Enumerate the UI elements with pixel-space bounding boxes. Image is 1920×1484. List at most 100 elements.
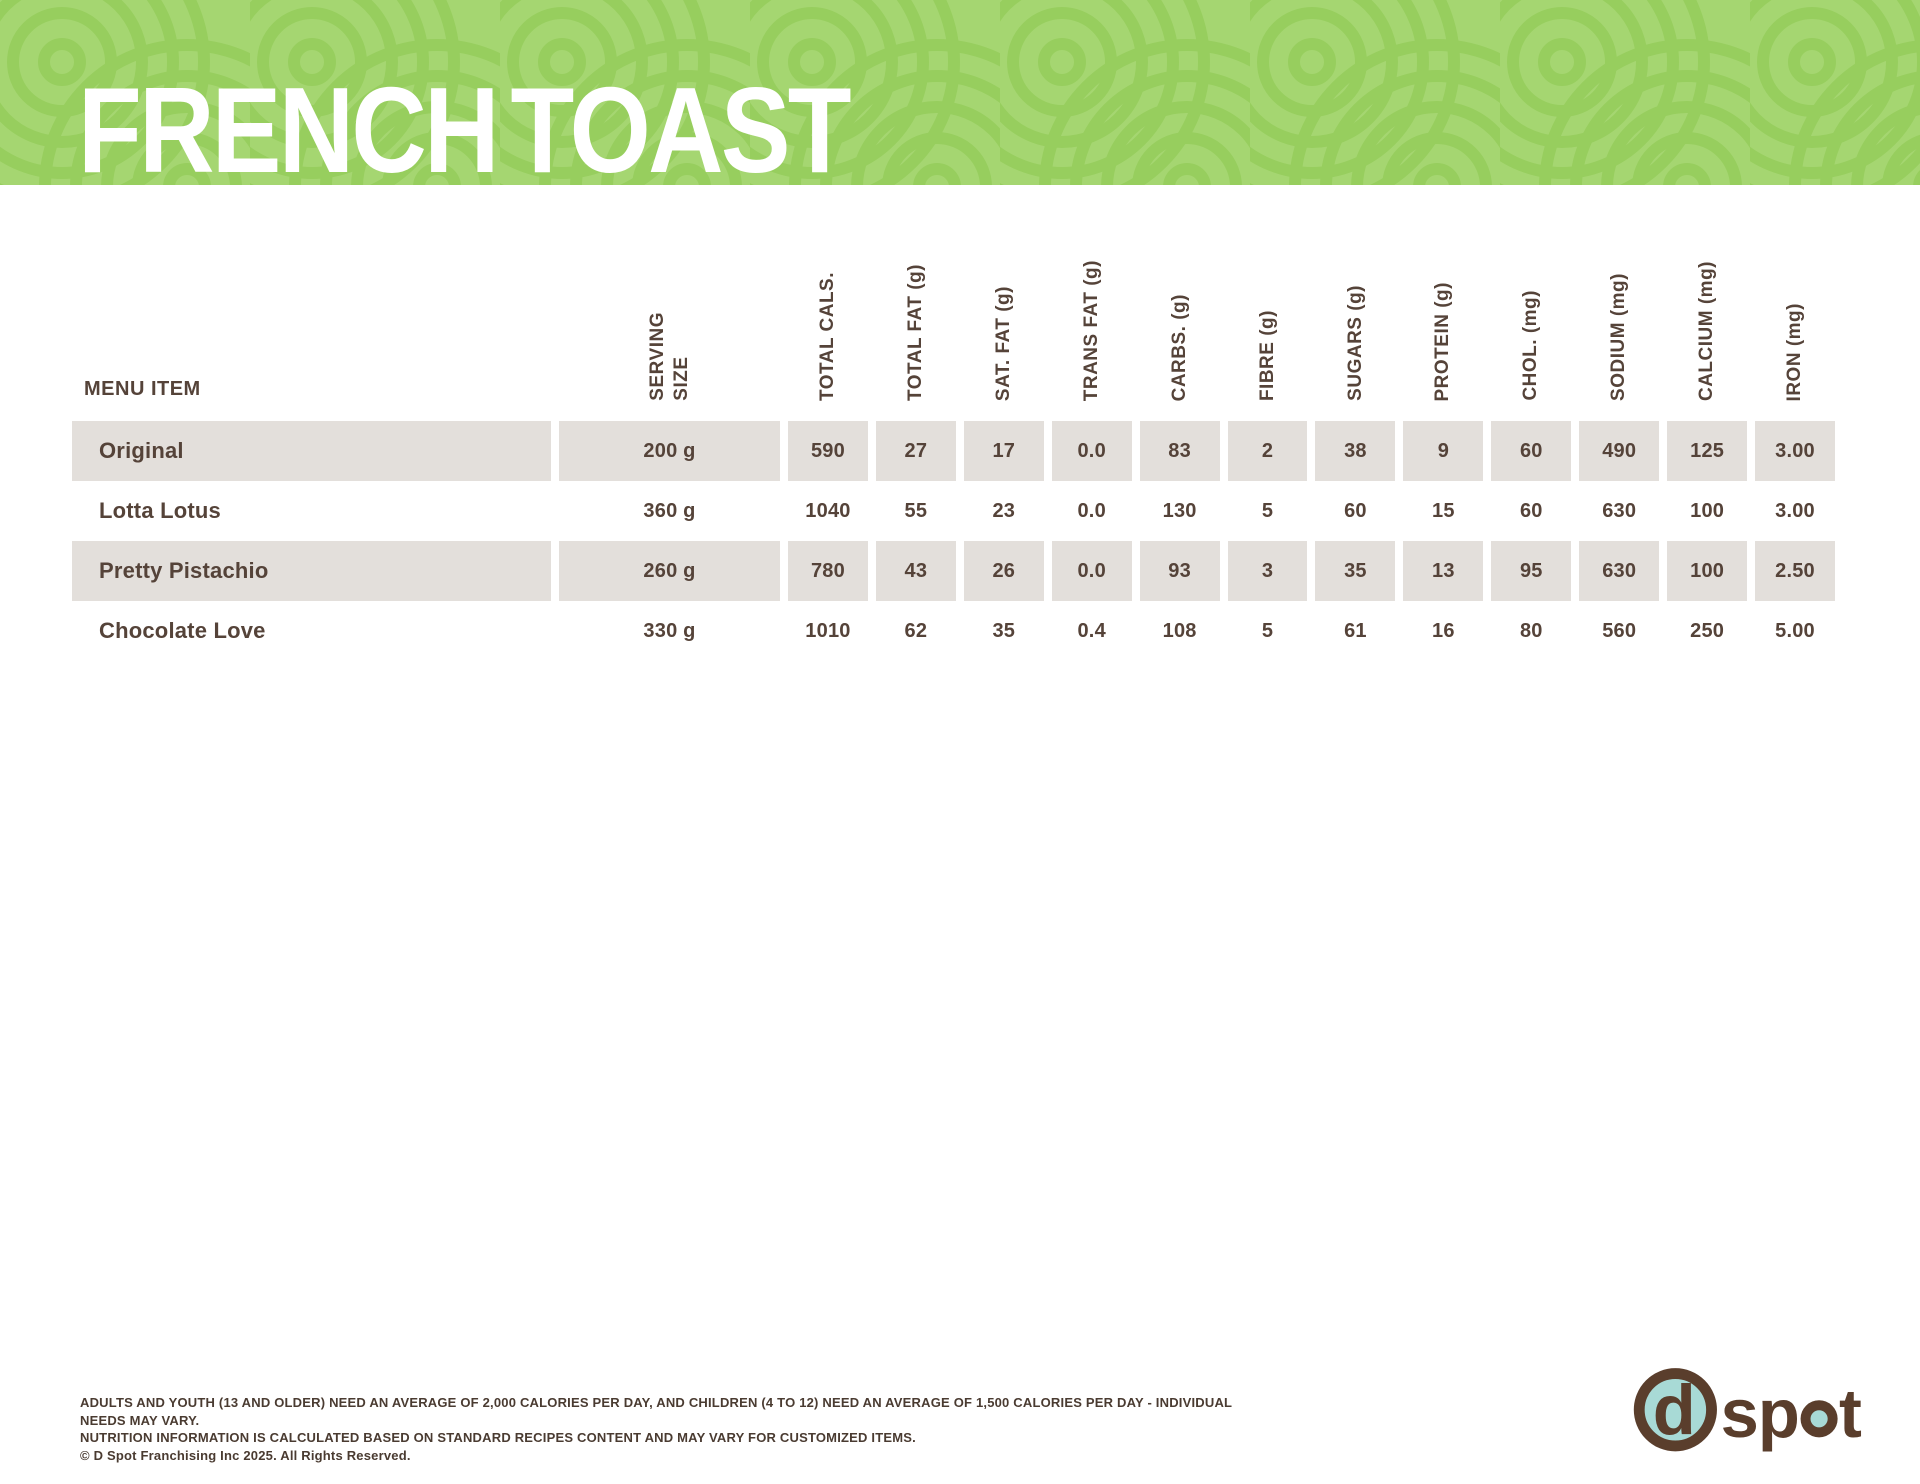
- table-cell: 55: [904, 499, 928, 522]
- table-cell: 62: [904, 619, 928, 642]
- column-header-label: PROTEIN (g): [1432, 281, 1454, 402]
- table-cell: 60: [1519, 499, 1543, 522]
- column-header-cell: TRANS FAT (g): [1052, 185, 1132, 421]
- table-cell: 80: [1519, 619, 1543, 642]
- column-header-label: SAT. FAT (g): [992, 285, 1014, 401]
- footer-copyright: © D Spot Franchising Inc 2025. All Right…: [80, 1447, 411, 1463]
- table-cell: 5: [1261, 619, 1274, 642]
- table-cell: 60: [1491, 421, 1572, 481]
- table-cell: 560: [1602, 619, 1637, 642]
- table-row: Chocolate Love 330 g 1010 62 35 0.4 108 5 61 16 80…: [72, 601, 1835, 661]
- table-cell: 1010: [805, 619, 851, 642]
- table-cell: 27: [875, 421, 956, 481]
- table-cell: 3.00: [1755, 421, 1835, 481]
- table-cell: 35: [992, 619, 1016, 642]
- table-cell: 590: [788, 421, 868, 481]
- header-row: MENU ITEM SERVING SIZE TOTAL CALS. TOTAL F…: [72, 185, 1835, 421]
- table-cell: 3.00: [1775, 499, 1815, 522]
- column-header-cell: FIBRE (g): [1228, 185, 1308, 421]
- column-header-cell: TOTAL CALS.: [788, 185, 868, 421]
- table-cell: 1040: [805, 499, 851, 522]
- table-cell: 0.0: [1051, 541, 1132, 601]
- column-header-label: SERVING SIZE: [646, 312, 692, 401]
- table-cell: 130: [1162, 499, 1197, 522]
- column-header-cell: IRON (mg): [1755, 185, 1835, 421]
- column-header-label: CHOL. (mg): [1520, 290, 1542, 401]
- menu-item-header-label: MENU ITEM: [84, 378, 201, 400]
- column-header-label: TRANS FAT (g): [1080, 259, 1102, 401]
- table-cell: 16: [1432, 619, 1455, 642]
- table-cell: 15: [1432, 499, 1455, 522]
- table-cell: 26: [963, 541, 1044, 601]
- table-cell: 3: [1227, 541, 1308, 601]
- column-header-label: CARBS. (g): [1168, 293, 1190, 401]
- column-header-cell: CHOL. (mg): [1491, 185, 1571, 421]
- column-header-cell: SUGARS (g): [1315, 185, 1395, 421]
- table-cell: 0.0: [1077, 499, 1106, 522]
- banner-swirl-pattern: [0, 0, 1920, 185]
- dspot-logo: d sp t: [1632, 1350, 1867, 1465]
- menu-item-name: Original: [72, 421, 551, 481]
- table-cell: 23: [992, 499, 1016, 522]
- table-cell: 260 g: [559, 541, 780, 601]
- column-header-label: IRON (mg): [1784, 302, 1806, 401]
- logo-o-letter: [1800, 1400, 1838, 1438]
- table-cell: 2: [1227, 421, 1308, 481]
- table-cell: 61: [1344, 619, 1367, 642]
- column-header-label: CALCIUM (mg): [1696, 260, 1718, 401]
- banner: FRENCH TOAST: [0, 0, 1920, 185]
- footer-calories-note: ADULTS AND YOUTH (13 AND OLDER) NEED AN …: [80, 1395, 1232, 1428]
- table-cell: 60: [1344, 499, 1367, 522]
- dspot-logo-graphic: d sp t: [1633, 1368, 1862, 1452]
- column-header-label: TOTAL CALS.: [817, 272, 839, 401]
- table-cell: 200 g: [559, 421, 780, 481]
- table-cell: 38: [1315, 421, 1396, 481]
- table-cell: 35: [1315, 541, 1396, 601]
- logo-t-letter: t: [1839, 1375, 1862, 1452]
- page-title: FRENCH TOAST: [78, 61, 852, 185]
- table-cell: 490: [1579, 421, 1660, 481]
- menu-item-header-cell: MENU ITEM: [72, 185, 551, 421]
- column-header-label: FIBRE (g): [1256, 309, 1278, 401]
- table-cell: 100: [1690, 499, 1725, 522]
- column-header-label: SODIUM (mg): [1608, 273, 1630, 401]
- table-cell: 630: [1602, 499, 1637, 522]
- table-cell: 83: [1139, 421, 1220, 481]
- table-cell: 0.0: [1051, 421, 1132, 481]
- column-header-cell: SAT. FAT (g): [964, 185, 1044, 421]
- table-row: Pretty Pistachio 260 g 780 43 26 0.0 93 3 35 13 95…: [72, 541, 1835, 601]
- column-header-cell: CALCIUM (mg): [1667, 185, 1747, 421]
- table-cell: 330 g: [643, 619, 696, 642]
- column-header-cell: SODIUM (mg): [1579, 185, 1659, 421]
- column-header-cell: SERVING SIZE: [559, 185, 780, 421]
- table-body: Original 200 g 590 27 17 0.0 83 2 38 9 60 490 125 3.0…: [72, 421, 1835, 661]
- menu-item-name: Chocolate Love: [99, 618, 266, 643]
- table-cell: 108: [1162, 619, 1197, 642]
- table-cell: 17: [963, 421, 1044, 481]
- table-cell: 2.50: [1755, 541, 1835, 601]
- footer: ADULTS AND YOUTH (13 AND OLDER) NEED AN …: [80, 1394, 1280, 1464]
- table-cell: 9: [1403, 421, 1484, 481]
- table-cell: 100: [1667, 541, 1748, 601]
- table-cell: 125: [1667, 421, 1748, 481]
- table-cell: 93: [1139, 541, 1220, 601]
- table-row: Lotta Lotus 360 g 1040 55 23 0.0 130 5 60 15 60 630…: [72, 481, 1835, 541]
- column-header-cell: PROTEIN (g): [1403, 185, 1483, 421]
- table-cell: 43: [875, 541, 956, 601]
- column-header-label: SUGARS (g): [1344, 285, 1366, 401]
- column-header-cell: CARBS. (g): [1140, 185, 1220, 421]
- footer-nutrition-note: NUTRITION INFORMATION IS CALCULATED BASE…: [80, 1430, 916, 1445]
- logo-d-letter: d: [1653, 1370, 1696, 1449]
- menu-item-name: Pretty Pistachio: [72, 541, 551, 601]
- table-cell: 250: [1690, 619, 1725, 642]
- table-cell: 630: [1579, 541, 1660, 601]
- logo-circle: [1633, 1368, 1717, 1452]
- table-cell: 5.00: [1775, 619, 1815, 642]
- table-cell: 780: [788, 541, 868, 601]
- table-cell: 360 g: [643, 499, 696, 522]
- table-cell: 13: [1403, 541, 1484, 601]
- menu-item-name: Lotta Lotus: [99, 498, 221, 523]
- column-header-cell: TOTAL FAT (g): [876, 185, 956, 421]
- table-cell: 95: [1491, 541, 1572, 601]
- table-cell: 0.4: [1077, 619, 1106, 642]
